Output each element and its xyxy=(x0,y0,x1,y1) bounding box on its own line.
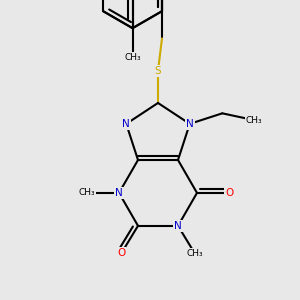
Text: O: O xyxy=(117,248,125,258)
Text: N: N xyxy=(122,119,130,129)
Text: N: N xyxy=(174,221,182,231)
Text: CH₃: CH₃ xyxy=(246,116,262,124)
Text: N: N xyxy=(186,119,194,129)
Text: O: O xyxy=(225,188,233,198)
Text: CH₃: CH₃ xyxy=(124,52,141,62)
Text: N: N xyxy=(115,188,123,198)
Text: CH₃: CH₃ xyxy=(187,249,203,258)
Text: S: S xyxy=(155,66,161,76)
Text: CH₃: CH₃ xyxy=(78,188,95,197)
